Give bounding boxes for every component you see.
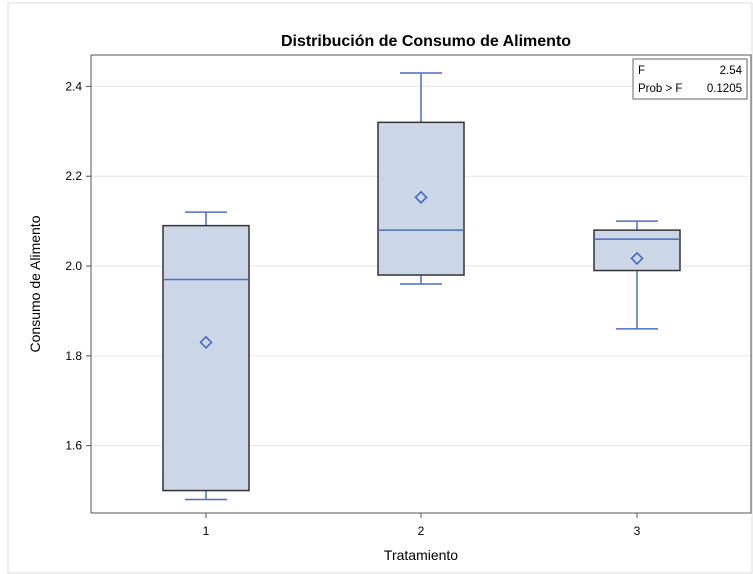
- y-tick-label: 1.8: [65, 349, 82, 363]
- inset-prob-value: 0.1205: [707, 83, 742, 95]
- y-tick-label: 2.0: [65, 259, 82, 273]
- x-tick-label: 1: [203, 524, 210, 538]
- iqr-box: [162, 224, 250, 492]
- box-group-3: [593, 220, 681, 330]
- inset-f-value: 2.54: [720, 65, 743, 77]
- y-tick-label: 2.4: [65, 79, 82, 93]
- mean-marker: [414, 190, 428, 204]
- y-tick-label: 1.6: [65, 439, 82, 453]
- x-axis-ticks: 1 2 3: [203, 513, 641, 538]
- boxes: [162, 72, 681, 501]
- box-group-1: [162, 211, 250, 501]
- y-axis-label: Consumo de Alimento: [27, 215, 43, 352]
- mean-marker: [199, 335, 213, 349]
- mean-marker: [630, 251, 644, 265]
- stats-inset-box: [632, 58, 748, 100]
- chart-title: Distribución de Consumo de Alimento: [281, 33, 571, 50]
- y-axis-ticks: 1.6 1.8 2.0 2.2 2.4: [65, 79, 91, 453]
- inset-f-label: F: [638, 65, 645, 77]
- x-axis-label: Tratamiento: [384, 547, 458, 563]
- x-tick-label: 2: [418, 524, 425, 538]
- inset-prob-label: Prob > F: [638, 83, 682, 95]
- box-group-2: [377, 72, 465, 285]
- iqr-box: [377, 121, 465, 276]
- stats-inset: F 2.54 Prob > F 0.1205: [632, 58, 748, 100]
- x-tick-label: 3: [634, 524, 641, 538]
- figure-border: [7, 2, 753, 574]
- y-tick-label: 2.2: [65, 169, 82, 183]
